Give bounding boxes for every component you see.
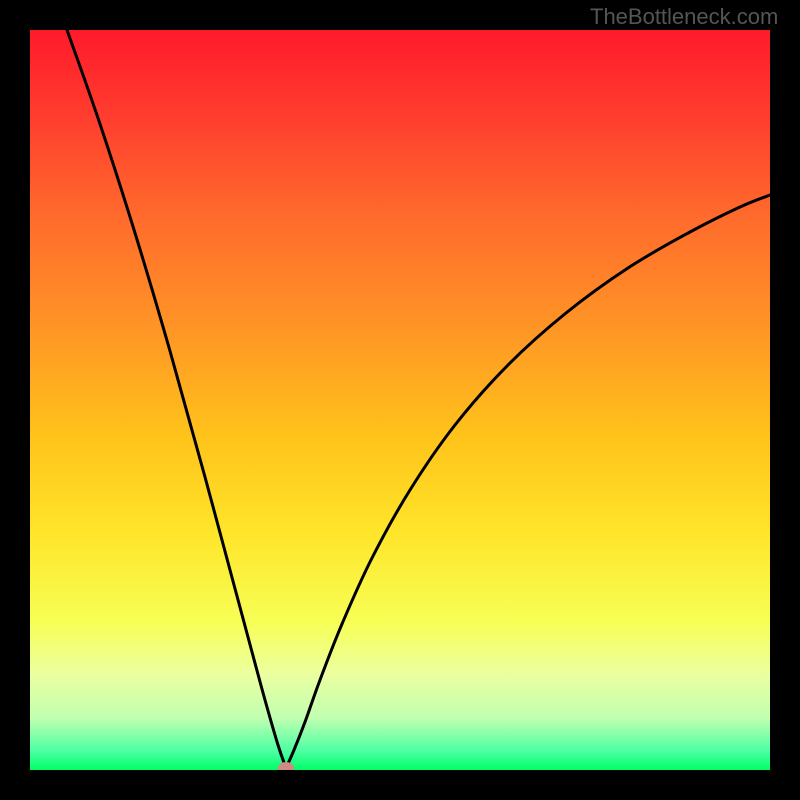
plot-area [30, 30, 770, 770]
chart-container: { "chart": { "type": "line", "canvas": {… [0, 0, 800, 800]
chart-border-left [0, 0, 30, 800]
v-curve [30, 30, 770, 770]
watermark-text: TheBottleneck.com [590, 4, 778, 30]
chart-border-right [770, 0, 800, 800]
min-point-marker [278, 762, 294, 770]
curve-right-branch [286, 195, 770, 768]
chart-border-bottom [0, 770, 800, 800]
curve-left-branch [67, 30, 286, 768]
